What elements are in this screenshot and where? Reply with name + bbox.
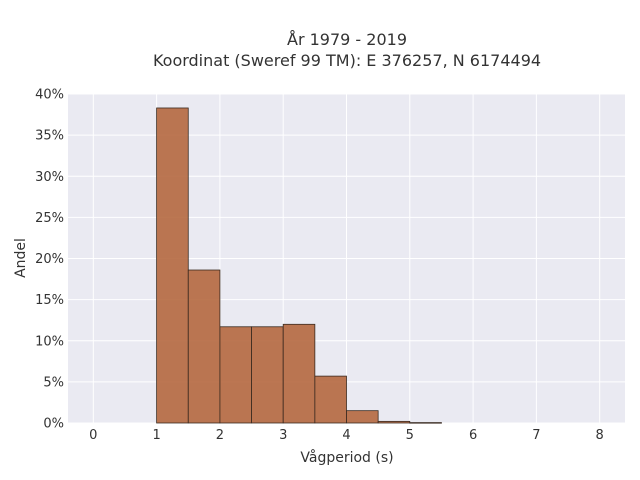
- y-tick-label: 20%: [35, 252, 64, 267]
- y-tick-label: 10%: [35, 334, 64, 349]
- x-tick-label: 8: [596, 428, 604, 443]
- chart-title-line-1: År 1979 - 2019: [287, 30, 407, 49]
- x-tick-label: 6: [469, 428, 477, 443]
- x-axis-label: Vågperiod (s): [300, 449, 393, 466]
- x-tick-label: 0: [89, 428, 97, 443]
- x-tick-label: 7: [532, 428, 540, 443]
- histogram-bar: [282, 323, 316, 424]
- x-tick-label: 5: [406, 428, 414, 443]
- histogram-bar: [251, 326, 284, 424]
- y-tick-label: 25%: [35, 211, 64, 226]
- x-tick-label: 1: [152, 428, 160, 443]
- y-ticks: 0% 5% 10% 15% 20% 25% 30% 35% 40%: [35, 88, 64, 432]
- histogram-bar: [156, 107, 189, 424]
- histogram-bar: [187, 269, 221, 424]
- y-tick-label: 35%: [35, 129, 64, 144]
- y-tick-label: 30%: [35, 170, 64, 185]
- histogram-bar: [346, 410, 379, 424]
- x-tick-label: 2: [216, 428, 224, 443]
- y-tick-label: 0%: [43, 417, 64, 432]
- histogram-bar: [409, 422, 442, 424]
- y-tick-label: 40%: [35, 88, 64, 103]
- chart-title-line-2: Koordinat (Sweref 99 TM): E 376257, N 61…: [153, 51, 541, 70]
- y-tick-label: 15%: [35, 293, 64, 308]
- x-ticks: 0 1 2 3 4 5 6 7 8: [89, 428, 604, 443]
- y-axis-label: Andel: [13, 238, 29, 278]
- x-tick-label: 4: [342, 428, 350, 443]
- histogram-bar: [219, 326, 252, 424]
- x-tick-label: 3: [279, 428, 287, 443]
- histogram-bar: [314, 375, 347, 424]
- histogram-bar: [377, 420, 411, 424]
- y-tick-label: 5%: [43, 375, 64, 390]
- bars: [156, 107, 442, 424]
